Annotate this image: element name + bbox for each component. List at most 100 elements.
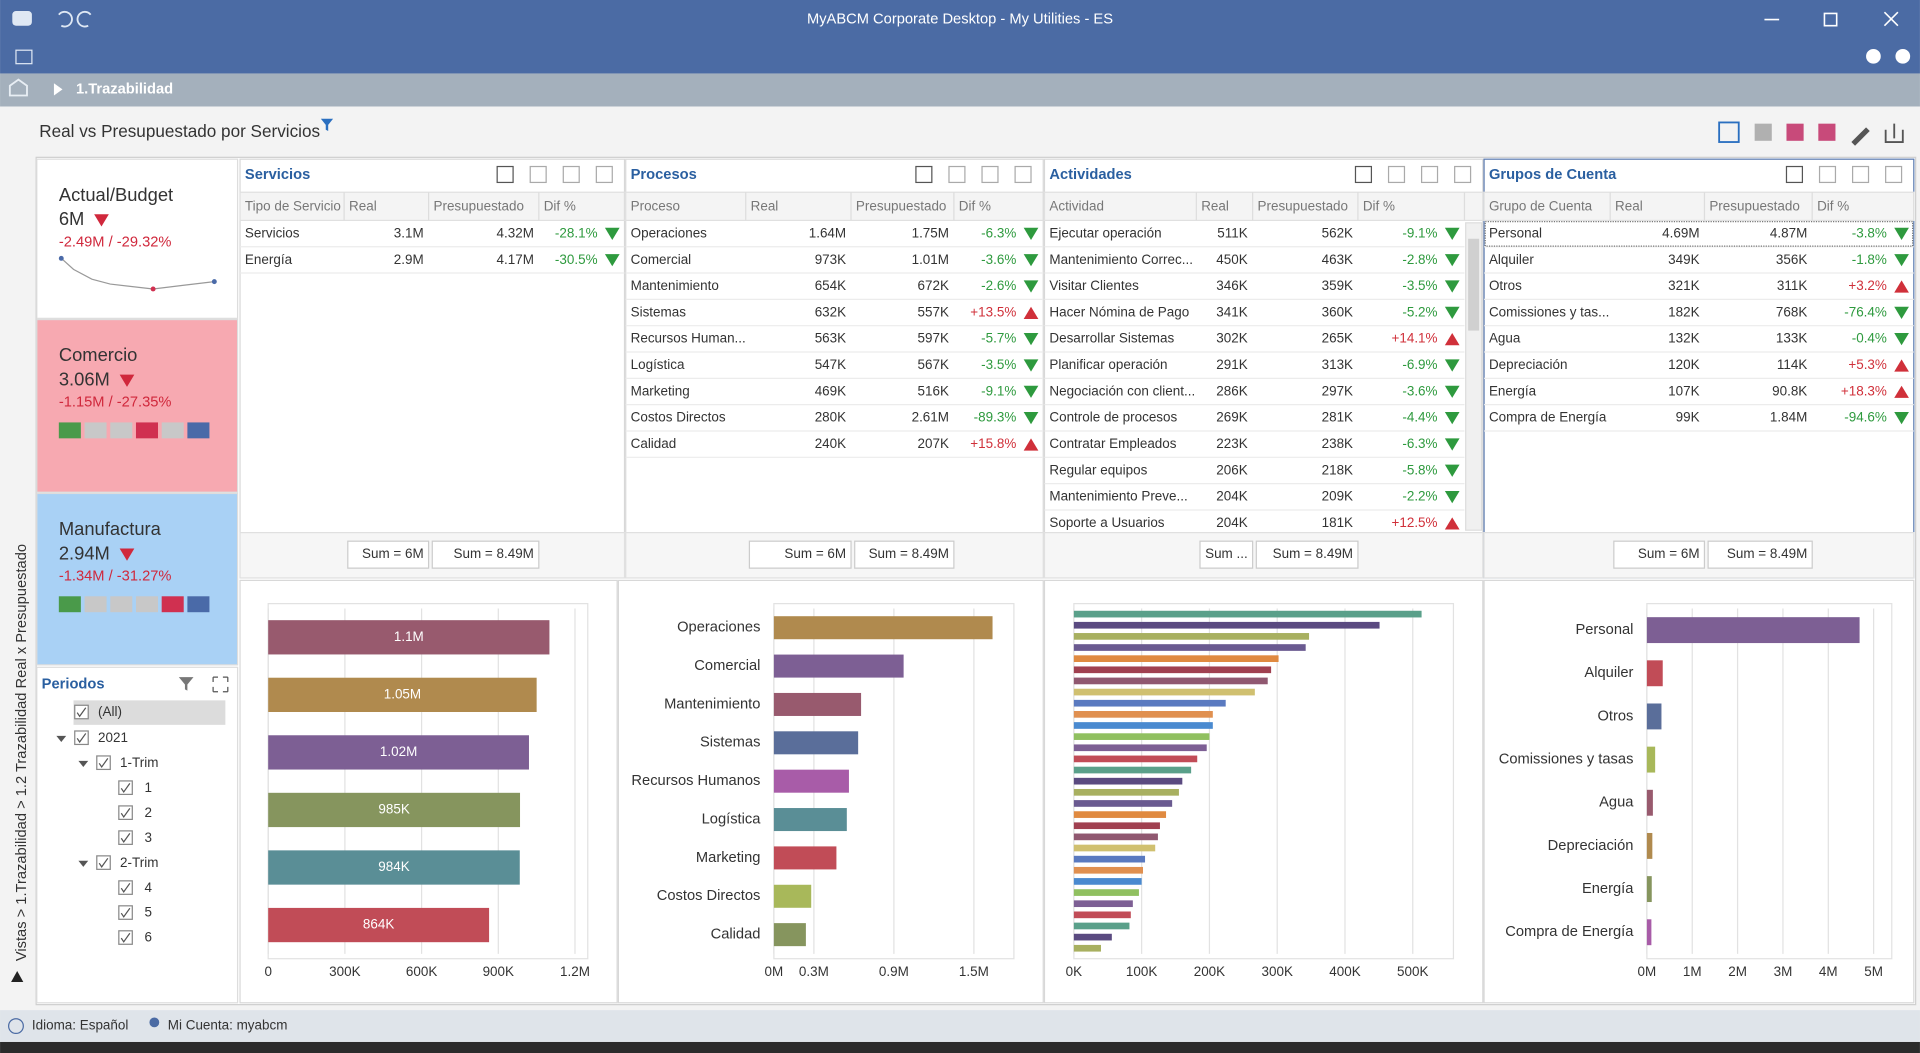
checkbox[interactable] [118, 880, 133, 895]
kpi-card[interactable] [36, 158, 239, 319]
tree-item[interactable]: 2-Trim [120, 855, 158, 870]
save-as-button[interactable] [1818, 123, 1836, 141]
row-label[interactable]: Energía [1489, 383, 1537, 398]
collapse-icon[interactable] [11, 970, 24, 982]
row-label[interactable]: Operaciones [631, 225, 708, 240]
row-label[interactable]: Comercial [631, 252, 692, 267]
row-label[interactable]: Soporte a Usuarios [1049, 515, 1164, 530]
row-label[interactable]: Mantenimiento Preve... [1049, 489, 1187, 504]
panel-tool[interactable] [1387, 165, 1406, 184]
row-label[interactable]: Costos Directos [631, 410, 726, 425]
row-label[interactable]: Alquiler [1489, 252, 1534, 267]
panel-tool[interactable] [1420, 165, 1439, 184]
tree-item[interactable]: 2021 [98, 730, 128, 745]
checkbox[interactable] [96, 755, 111, 771]
panel-tool[interactable] [981, 165, 999, 184]
row-label[interactable]: Desarrollar Sistemas [1049, 331, 1174, 346]
cell-value: 973K [815, 252, 846, 267]
tree-item[interactable]: 1 [145, 780, 152, 795]
grid-button[interactable] [1754, 123, 1772, 141]
kpi-card[interactable] [36, 318, 239, 493]
panel-tool[interactable] [1354, 165, 1373, 184]
row-label[interactable]: Sistemas [631, 304, 687, 319]
tree-item[interactable]: (All) [98, 704, 122, 719]
row-label[interactable]: Mantenimiento [631, 278, 719, 293]
status-language[interactable]: Idioma: Español [32, 1018, 128, 1033]
tree-item[interactable]: 3 [145, 830, 152, 845]
checkbox[interactable] [118, 805, 133, 820]
row-label[interactable]: Mantenimiento Correc... [1049, 252, 1193, 267]
panel-tool[interactable] [1818, 165, 1837, 184]
panel-tool[interactable] [595, 165, 613, 184]
undo-redo-icons[interactable] [58, 10, 92, 28]
sparkline [60, 257, 215, 290]
tree-item[interactable]: 2 [145, 805, 152, 820]
tree-item[interactable]: 6 [145, 930, 152, 945]
checkbox[interactable] [74, 730, 89, 746]
panel-tool[interactable] [1785, 165, 1804, 184]
row-label[interactable]: Compra de Energía [1489, 410, 1607, 425]
row-label[interactable]: Negociación con client... [1049, 383, 1195, 398]
panel-tool[interactable] [1851, 165, 1870, 184]
breadcrumb[interactable]: 1.Trazabilidad [76, 81, 173, 97]
clear-filter-icon[interactable] [178, 677, 194, 691]
checkbox[interactable] [118, 830, 133, 845]
checkbox[interactable] [74, 704, 89, 720]
layout-icon[interactable] [15, 49, 33, 65]
row-label[interactable]: Agua [1489, 331, 1521, 346]
cell-diff: +12.5% [1392, 515, 1438, 530]
refresh-button[interactable] [1718, 121, 1740, 143]
tree-item[interactable]: 5 [145, 905, 152, 920]
info-icon[interactable] [1866, 48, 1881, 64]
row-label[interactable]: Planificar operación [1049, 357, 1167, 372]
checkbox[interactable] [96, 855, 111, 870]
home-icon[interactable] [8, 78, 28, 97]
filter-icon[interactable] [320, 118, 334, 132]
tree-toggle[interactable] [56, 735, 67, 742]
kpi-card[interactable] [36, 492, 239, 666]
status-account[interactable]: Mi Cuenta: myabcm [168, 1018, 288, 1033]
tree-toggle[interactable] [78, 760, 89, 767]
row-label[interactable]: Comissiones y tas... [1489, 304, 1609, 319]
panel-tool[interactable] [915, 165, 933, 184]
x-tick-label: 5M [1864, 964, 1883, 979]
row-label[interactable]: Otros [1489, 278, 1522, 293]
row-label[interactable]: Servicios [245, 225, 300, 240]
row-label[interactable]: Logística [631, 357, 685, 372]
row-label[interactable]: Hacer Nómina de Pago [1049, 304, 1189, 319]
row-label[interactable]: Marketing [631, 383, 690, 398]
row-label[interactable]: Calidad [631, 436, 677, 451]
window-controls[interactable] [1764, 11, 1899, 27]
checkbox[interactable] [118, 930, 133, 945]
row-label[interactable]: Depreciación [1489, 357, 1568, 372]
row-label[interactable]: Recursos Human... [631, 331, 746, 346]
expand-icon[interactable] [212, 676, 229, 693]
row-label[interactable]: Energía [245, 252, 293, 267]
panel-tool[interactable] [562, 165, 580, 184]
bar [1646, 876, 1652, 903]
panel-tool[interactable] [948, 165, 966, 184]
row-label[interactable]: Regular equipos [1049, 462, 1147, 477]
panel-tool[interactable] [529, 165, 547, 184]
row-label[interactable]: Ejecutar operación [1049, 225, 1161, 240]
row-label[interactable]: Contratar Empleados [1049, 436, 1176, 451]
row-label[interactable]: Personal [1489, 225, 1542, 240]
scroll-thumb[interactable] [1468, 238, 1480, 331]
tree-item[interactable]: 4 [145, 880, 153, 895]
tree-item[interactable]: 1-Trim [120, 755, 158, 770]
export-button[interactable] [1884, 123, 1904, 143]
checkbox[interactable] [118, 780, 133, 796]
row-label[interactable]: Controle de procesos [1049, 410, 1177, 425]
help-icon[interactable] [1895, 48, 1911, 64]
row-label[interactable]: Visitar Clientes [1049, 278, 1139, 293]
total-box [854, 540, 955, 569]
panel-tool[interactable] [496, 165, 514, 184]
tree-toggle[interactable] [78, 860, 89, 867]
panel-tool[interactable] [1014, 165, 1032, 184]
save-button[interactable] [1786, 123, 1804, 141]
checkbox[interactable] [118, 905, 133, 920]
panel-tool[interactable] [1454, 165, 1472, 184]
checkmark [120, 882, 131, 893]
panel-tool[interactable] [1885, 165, 1903, 184]
edit-button[interactable] [1851, 127, 1870, 146]
